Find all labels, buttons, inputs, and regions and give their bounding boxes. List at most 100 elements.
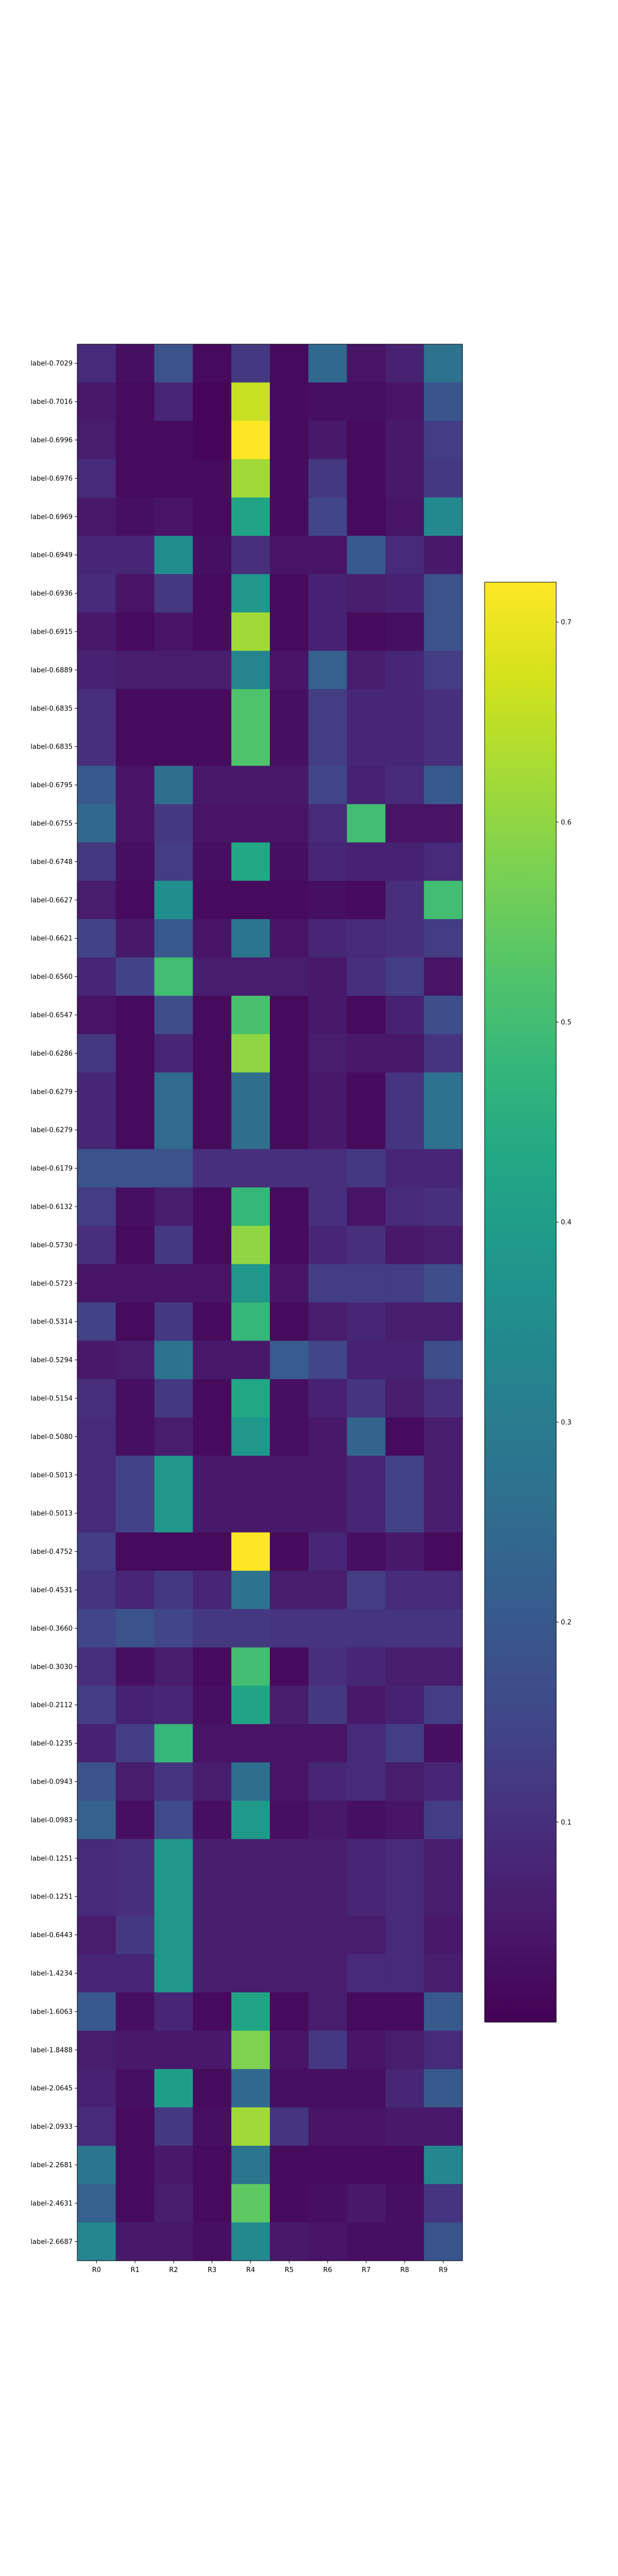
heatmap-cell [154, 1916, 193, 1955]
heatmap-cell [154, 459, 193, 498]
heatmap-cell [424, 1494, 463, 1533]
heatmap-cell [193, 2184, 232, 2223]
heatmap-cell [231, 2107, 270, 2146]
heatmap-cell [77, 612, 116, 651]
heatmap-cell [115, 689, 155, 728]
heatmap-cell [385, 2222, 424, 2261]
heatmap-cell [424, 804, 463, 843]
heatmap-cell [308, 766, 348, 805]
heatmap-cell [193, 1724, 232, 1763]
heatmap-cell [193, 612, 232, 651]
heatmap-cell [77, 1532, 116, 1571]
heatmap-cell [424, 1341, 463, 1380]
heatmap-cell [347, 1647, 386, 1686]
heatmap-cell [154, 344, 193, 383]
heatmap-cell [270, 536, 309, 574]
heatmap-cell [347, 1187, 386, 1226]
heatmap-cell [231, 1686, 270, 1724]
heatmap-cell [308, 689, 348, 728]
heatmap-cell [385, 919, 424, 958]
heatmap-cell [385, 497, 424, 536]
row-tick-label: label-1.6063 [30, 2008, 73, 2016]
heatmap-cell [270, 957, 309, 996]
heatmap-cell [154, 2222, 193, 2261]
heatmap-cell [308, 651, 348, 690]
heatmap-cell [115, 1226, 155, 1265]
heatmap-cell [385, 536, 424, 574]
heatmap-cell [154, 2184, 193, 2223]
heatmap-cell [115, 1494, 155, 1533]
heatmap-cell [424, 919, 463, 958]
heatmap-cell [308, 2107, 348, 2146]
heatmap-cell [193, 574, 232, 613]
heatmap-cell [154, 842, 193, 882]
heatmap-cell [270, 1417, 309, 1456]
heatmap-cell [115, 1379, 155, 1418]
heatmap-cell [193, 995, 232, 1035]
heatmap-cell [231, 1034, 270, 1073]
heatmap-cell [385, 1072, 424, 1111]
heatmap-cell [270, 880, 309, 920]
heatmap-cell [270, 1341, 309, 1380]
row-tick-label: label-0.6996 [30, 437, 73, 445]
heatmap-cell [270, 1302, 309, 1341]
heatmap-cell [154, 420, 193, 460]
heatmap-cell [385, 1992, 424, 2031]
heatmap-cell [270, 1609, 309, 1648]
colorbar-tick-label: 0.1 [561, 1819, 572, 1826]
row-tick-label: label-0.6286 [30, 1050, 73, 1058]
heatmap-cell [308, 1877, 348, 1916]
heatmap-cell [385, 1647, 424, 1686]
heatmap-cell [231, 1341, 270, 1380]
heatmap-cell [308, 1341, 348, 1380]
heatmap-cell [385, 1839, 424, 1878]
heatmap-cell [231, 1417, 270, 1456]
heatmap-cell [424, 1302, 463, 1341]
heatmap-cell [424, 1724, 463, 1763]
heatmap-cell [424, 1264, 463, 1303]
column-tick-labels: R0 R1 R2 R3 R4 R5 R6 R7 R8 R9 [92, 2261, 448, 2274]
heatmap-cell [385, 880, 424, 920]
heatmap-cell [115, 1417, 155, 1456]
heatmap-cell [77, 1609, 116, 1648]
heatmap-cell [385, 2030, 424, 2070]
row-tick-label: label-0.5013 [30, 1510, 73, 1518]
heatmap-cell [424, 344, 463, 383]
heatmap-cell [385, 1264, 424, 1303]
heatmap-cell [270, 2069, 309, 2108]
heatmap-cell [347, 1341, 386, 1380]
colorbar-tick-label: 0.4 [561, 1219, 572, 1227]
heatmap-cell [385, 344, 424, 383]
heatmap-cell [154, 1647, 193, 1686]
heatmap-cell [385, 1149, 424, 1188]
column-tick-label: R2 [169, 2266, 178, 2274]
heatmap-cell [77, 766, 116, 805]
heatmap-cell [231, 1724, 270, 1763]
heatmap-cell [270, 1264, 309, 1303]
heatmap-cell [77, 804, 116, 843]
heatmap-cell [193, 2069, 232, 2108]
heatmap-cell [385, 1226, 424, 1265]
heatmap-cell [154, 1724, 193, 1763]
heatmap-cell [193, 1647, 232, 1686]
heatmap-cell [424, 1532, 463, 1571]
heatmap-cell [115, 382, 155, 421]
row-tick-label: label-0.2112 [30, 1702, 73, 1709]
row-tick-label: label-0.6835 [30, 743, 73, 751]
heatmap-cell [270, 459, 309, 498]
heatmap-cell [347, 459, 386, 498]
heatmap-cell [347, 612, 386, 651]
heatmap-cell [270, 1455, 309, 1495]
heatmap-cell [115, 766, 155, 805]
heatmap-cell [77, 1302, 116, 1341]
heatmap-cell [270, 1686, 309, 1724]
heatmap-cell [308, 1302, 348, 1341]
heatmap-cell [193, 1532, 232, 1571]
heatmap-cell [347, 804, 386, 843]
heatmap-cell [270, 2107, 309, 2146]
row-tick-label: label-2.2681 [30, 2162, 73, 2170]
heatmap-cell [77, 2030, 116, 2070]
heatmap-cell [424, 497, 463, 536]
heatmap-cell [154, 651, 193, 690]
heatmap-cell [308, 1954, 348, 1993]
